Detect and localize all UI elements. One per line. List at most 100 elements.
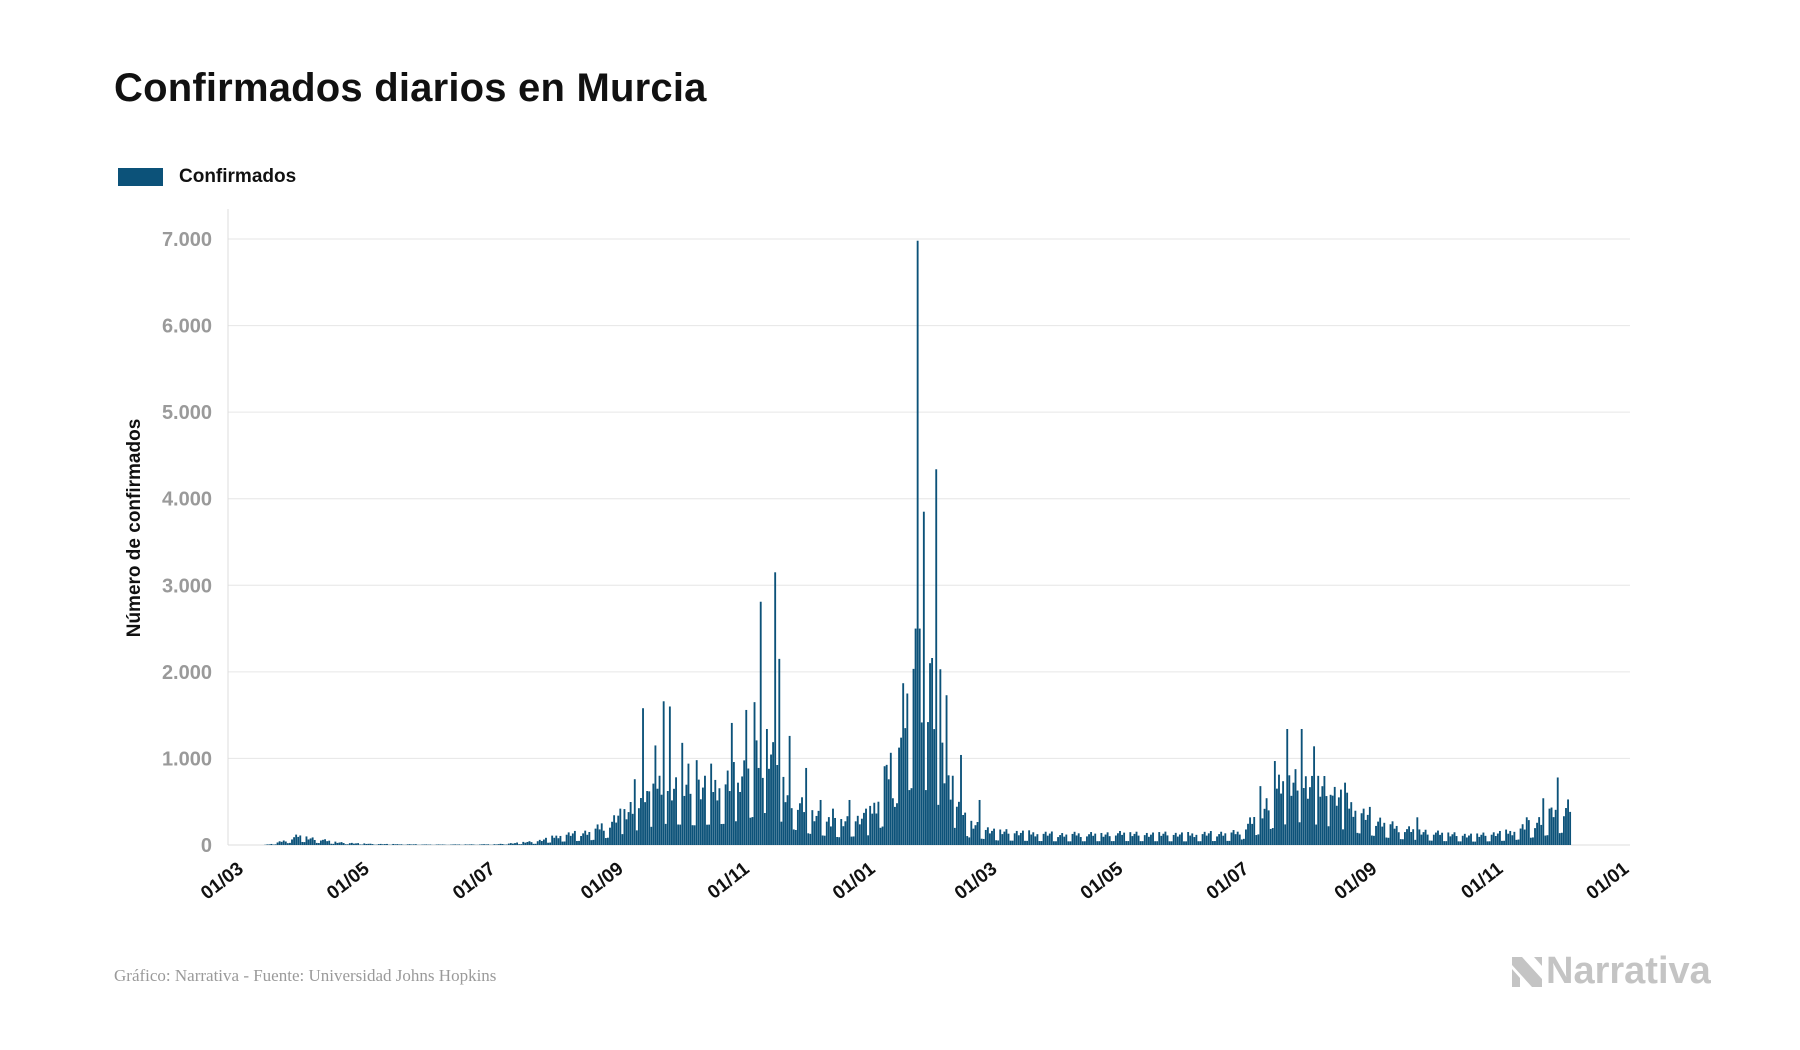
bar xyxy=(526,841,529,845)
bar xyxy=(1265,798,1268,845)
x-tick-label: 01/01 xyxy=(1583,858,1634,904)
bar xyxy=(999,829,1002,845)
bar xyxy=(1028,830,1031,845)
bar xyxy=(363,843,366,845)
bar xyxy=(894,806,896,845)
bar xyxy=(1447,832,1450,845)
bar xyxy=(1443,841,1446,845)
bar xyxy=(1358,833,1361,845)
bar xyxy=(887,779,890,845)
bar xyxy=(1009,840,1012,845)
bar xyxy=(299,835,302,845)
bar xyxy=(1366,814,1369,845)
bar xyxy=(920,722,923,845)
bar xyxy=(1449,836,1452,845)
bar xyxy=(371,844,374,845)
bar xyxy=(600,823,603,845)
bar xyxy=(943,783,946,845)
bar xyxy=(1234,834,1237,845)
bar xyxy=(557,838,560,845)
bar xyxy=(753,702,756,845)
bar xyxy=(1455,836,1458,845)
bar xyxy=(512,843,514,845)
bar xyxy=(1168,841,1171,845)
bar xyxy=(1319,796,1322,845)
bar xyxy=(592,839,595,845)
bar xyxy=(1218,834,1221,845)
bar xyxy=(685,784,688,845)
bar xyxy=(1515,839,1518,845)
bar xyxy=(1333,786,1336,845)
bar xyxy=(346,844,349,845)
bar xyxy=(1439,834,1441,845)
bar xyxy=(745,709,748,845)
bar xyxy=(1280,793,1282,845)
bar xyxy=(1354,810,1357,845)
bar xyxy=(414,844,417,845)
bar xyxy=(819,799,822,845)
bar xyxy=(481,844,483,845)
bar xyxy=(838,837,841,845)
bar xyxy=(280,841,283,845)
bar xyxy=(827,817,830,845)
bar xyxy=(755,740,758,845)
bar xyxy=(1509,830,1512,845)
bar xyxy=(542,839,545,845)
bar xyxy=(1189,835,1192,845)
bar xyxy=(1426,834,1429,845)
bar xyxy=(499,843,502,845)
bar xyxy=(1511,835,1514,845)
bar xyxy=(1133,833,1136,845)
bar xyxy=(780,821,783,845)
bar xyxy=(714,779,717,845)
bar xyxy=(576,840,578,845)
bar xyxy=(1154,841,1157,845)
bar xyxy=(658,775,661,845)
bar xyxy=(792,829,795,845)
bar xyxy=(1565,808,1567,845)
bar xyxy=(642,708,644,845)
bar xyxy=(555,835,558,845)
bar xyxy=(1228,840,1231,845)
bar xyxy=(1540,824,1543,845)
bar xyxy=(712,792,715,845)
bar xyxy=(1176,836,1179,845)
bar xyxy=(640,798,642,845)
bar xyxy=(809,833,812,845)
bar xyxy=(813,821,816,845)
bar xyxy=(1015,830,1018,845)
bar xyxy=(1383,822,1386,845)
bar xyxy=(699,799,702,845)
bar xyxy=(604,838,607,845)
bar xyxy=(1077,833,1080,845)
bar xyxy=(1275,788,1278,845)
bar xyxy=(392,843,395,845)
bar xyxy=(1271,828,1274,845)
bar xyxy=(958,801,960,845)
bar xyxy=(609,827,611,845)
bar xyxy=(1412,829,1415,845)
bar xyxy=(396,844,399,845)
bar xyxy=(1534,828,1536,845)
bar xyxy=(1048,833,1051,845)
bar xyxy=(1323,776,1326,845)
y-tick-label: 3.000 xyxy=(162,575,212,597)
bar xyxy=(858,824,861,845)
bar xyxy=(927,722,929,845)
bar xyxy=(1430,840,1433,845)
bar xyxy=(1044,831,1047,845)
bar xyxy=(1083,841,1086,845)
x-tick-label: 01/03 xyxy=(951,858,1001,904)
bar xyxy=(602,830,605,845)
bar xyxy=(629,802,632,845)
bar xyxy=(301,841,304,845)
bar xyxy=(679,824,682,845)
bar xyxy=(1156,841,1159,845)
bar xyxy=(1325,796,1328,845)
bar xyxy=(305,836,308,845)
bar xyxy=(823,835,826,845)
bar xyxy=(1428,840,1431,845)
bar xyxy=(1081,841,1084,845)
bar xyxy=(660,794,663,845)
bar xyxy=(1094,833,1097,845)
